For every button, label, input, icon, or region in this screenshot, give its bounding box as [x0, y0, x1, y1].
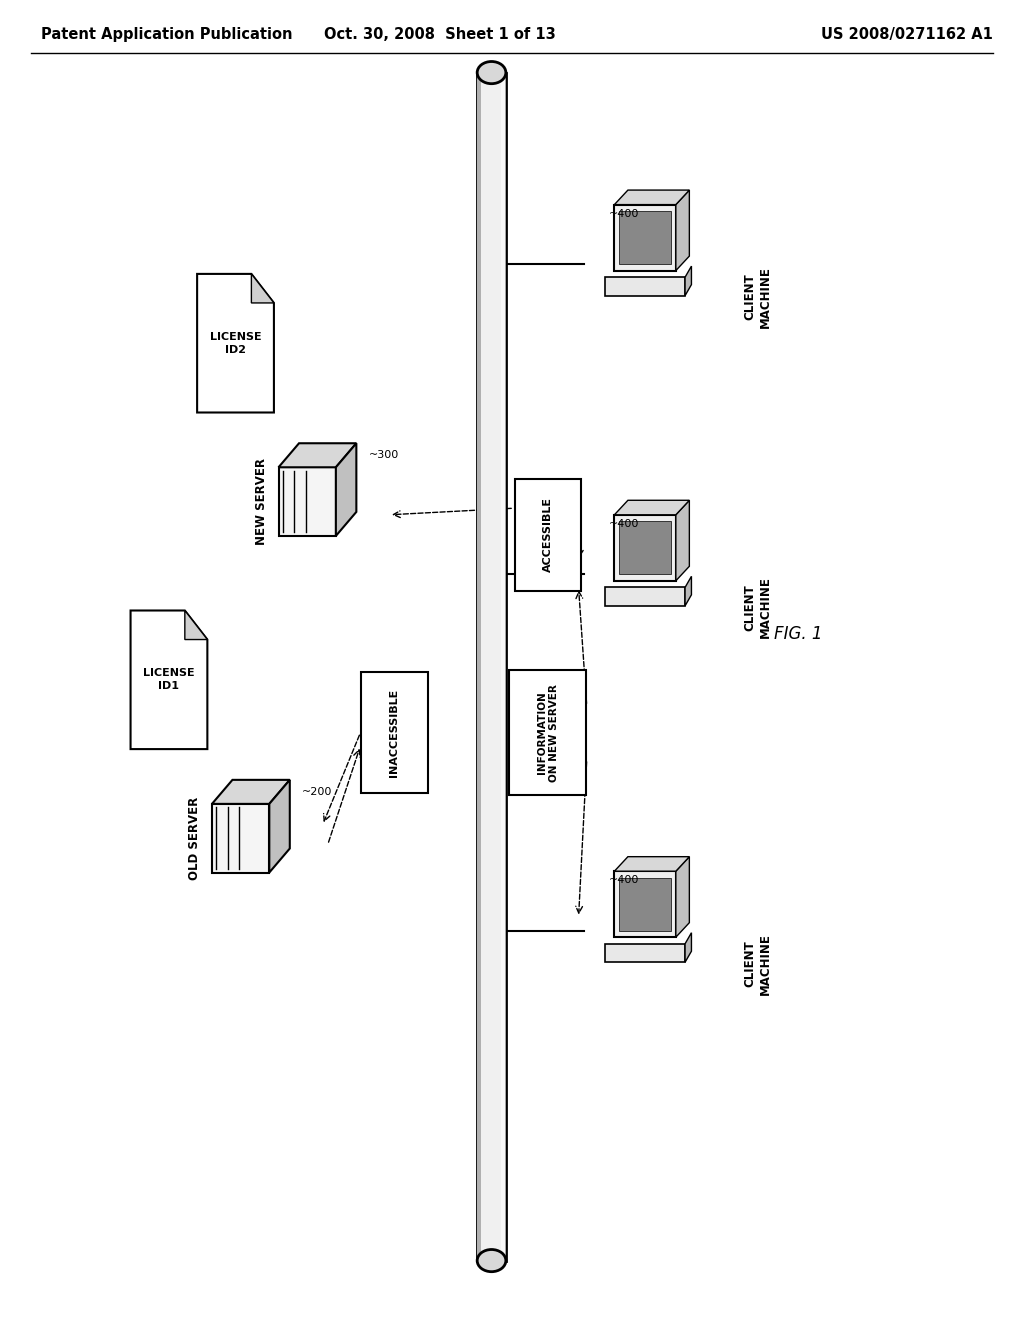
Polygon shape [685, 933, 691, 962]
Polygon shape [614, 500, 689, 515]
FancyBboxPatch shape [510, 671, 586, 795]
Text: Oct. 30, 2008  Sheet 1 of 13: Oct. 30, 2008 Sheet 1 of 13 [325, 26, 556, 42]
Polygon shape [676, 190, 689, 271]
FancyBboxPatch shape [620, 521, 671, 574]
Text: LICENSE
ID1: LICENSE ID1 [143, 668, 195, 692]
Text: INFORMATION
ON NEW SERVER: INFORMATION ON NEW SERVER [537, 684, 559, 781]
Polygon shape [336, 444, 356, 536]
Text: CLIENT
MACHINE: CLIENT MACHINE [743, 267, 772, 327]
Polygon shape [252, 275, 274, 304]
FancyBboxPatch shape [614, 205, 676, 271]
FancyBboxPatch shape [477, 73, 506, 1261]
FancyBboxPatch shape [279, 467, 336, 536]
Polygon shape [269, 780, 290, 873]
Text: US 2008/0271162 A1: US 2008/0271162 A1 [821, 26, 993, 42]
Polygon shape [614, 190, 689, 205]
Polygon shape [185, 610, 207, 640]
Polygon shape [279, 444, 356, 467]
Text: ~400: ~400 [609, 209, 640, 219]
FancyBboxPatch shape [614, 515, 676, 581]
Polygon shape [676, 857, 689, 937]
FancyBboxPatch shape [605, 277, 685, 296]
Text: ACCESSIBLE: ACCESSIBLE [543, 498, 553, 572]
Text: OLD SERVER: OLD SERVER [188, 796, 201, 880]
FancyBboxPatch shape [361, 672, 428, 793]
FancyBboxPatch shape [501, 73, 506, 1261]
Text: ~200: ~200 [302, 787, 333, 797]
Polygon shape [685, 267, 691, 296]
Ellipse shape [477, 62, 506, 83]
Text: ~400: ~400 [609, 875, 640, 886]
Polygon shape [614, 857, 689, 871]
Text: NEW SERVER: NEW SERVER [255, 458, 267, 545]
FancyBboxPatch shape [212, 804, 269, 873]
Polygon shape [131, 610, 207, 750]
FancyBboxPatch shape [605, 944, 685, 962]
Text: CLIENT
MACHINE: CLIENT MACHINE [743, 577, 772, 638]
Polygon shape [685, 577, 691, 606]
Text: INACCESSIBLE: INACCESSIBLE [389, 689, 399, 776]
FancyBboxPatch shape [515, 479, 582, 591]
FancyBboxPatch shape [620, 211, 671, 264]
Ellipse shape [477, 1250, 506, 1271]
Text: ~300: ~300 [369, 450, 399, 461]
Polygon shape [197, 275, 274, 412]
Text: LICENSE
ID2: LICENSE ID2 [210, 331, 261, 355]
FancyBboxPatch shape [477, 73, 481, 1261]
FancyBboxPatch shape [620, 878, 671, 931]
FancyBboxPatch shape [605, 587, 685, 606]
Text: ~400: ~400 [609, 519, 640, 529]
FancyBboxPatch shape [614, 871, 676, 937]
Text: CLIENT
MACHINE: CLIENT MACHINE [743, 933, 772, 994]
Polygon shape [212, 780, 290, 804]
Text: Patent Application Publication: Patent Application Publication [41, 26, 293, 42]
Text: FIG. 1: FIG. 1 [774, 624, 823, 643]
Polygon shape [676, 500, 689, 581]
